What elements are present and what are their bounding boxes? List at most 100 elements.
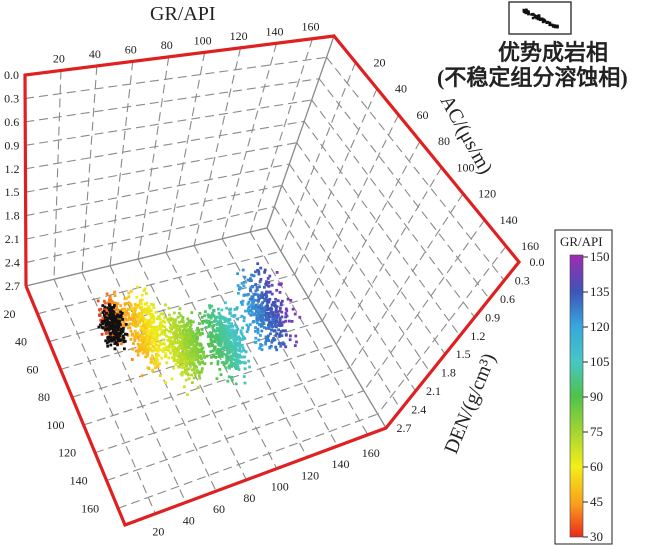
scatter-point [191, 362, 195, 366]
grid-line [363, 219, 486, 392]
scatter-point [179, 332, 182, 335]
scatter-point [191, 355, 195, 359]
scatter-point [199, 350, 203, 353]
scatter-point [181, 342, 185, 346]
scatter-point [184, 378, 188, 382]
scatter-point [157, 324, 161, 328]
scatter-point [190, 368, 194, 372]
scatter-point [227, 326, 230, 330]
gr-axis-title: GR/API [150, 3, 216, 25]
scatter-point [259, 278, 263, 281]
scatter-point [186, 372, 190, 376]
scatter-point [122, 318, 126, 322]
scatter-point [269, 320, 273, 324]
scatter-point [229, 311, 232, 315]
scatter-point [122, 340, 126, 344]
scatter-point [215, 351, 219, 355]
scatter-point [250, 273, 253, 277]
scatter-point [282, 320, 285, 324]
scatter-point [245, 323, 249, 327]
scatter-point [102, 313, 106, 317]
scatter-point [153, 346, 157, 350]
colorbar-tick-label: 75 [590, 424, 603, 439]
scatter-point [284, 333, 288, 337]
scatter-point [147, 331, 151, 335]
scatter-point [235, 329, 238, 333]
scatter-point [228, 344, 231, 348]
scatter-point [141, 341, 145, 345]
scatter-point [96, 299, 100, 303]
scatter-point [178, 361, 182, 364]
scatter-point [141, 316, 145, 320]
scatter-point [142, 332, 146, 335]
scatter-point [172, 341, 176, 345]
scatter-point [151, 334, 155, 337]
legend-swatch-point [531, 16, 535, 20]
scatter-point [186, 350, 189, 353]
scatter-point [246, 278, 250, 282]
scatter-point [228, 366, 231, 370]
grid-line [53, 70, 62, 280]
scatter-point [112, 327, 115, 331]
scatter-point [270, 322, 274, 326]
scatter-point [254, 326, 257, 329]
grid-line [296, 142, 446, 355]
scatter-point [143, 336, 147, 340]
scatter-point [178, 364, 182, 368]
scatter-point [97, 325, 101, 329]
scatter-point [129, 303, 132, 307]
scatter-point [274, 334, 278, 337]
scatter-point [233, 343, 237, 346]
scatter-point [279, 301, 283, 305]
scatter-point [146, 323, 150, 327]
colorbar: GR/API 150 135 120 105 90 75 60 45 30 [554, 229, 613, 545]
scatter-point [207, 334, 211, 338]
scatter-point [290, 320, 294, 323]
scatter-point [210, 344, 214, 347]
scatter-point [236, 365, 240, 369]
scatter-point [143, 307, 147, 311]
tick-labels: 20 40 60 80 100 120 140 16020406080100120140160… [4, 20, 545, 539]
scatter-point [217, 321, 220, 324]
scatter-point [138, 301, 142, 305]
scatter-point [112, 313, 116, 317]
scatter-point [265, 327, 268, 330]
scatter-point [180, 359, 184, 363]
scatter-point [132, 319, 135, 323]
scatter-point [167, 306, 171, 310]
scatter-point [291, 307, 295, 311]
scatter-point [185, 342, 188, 345]
scatter-point [117, 312, 121, 316]
scatter-point [136, 318, 140, 321]
scatter-point [103, 307, 106, 311]
scatter-point [234, 353, 238, 357]
scatter-point [233, 362, 237, 366]
legend-swatch-point [537, 14, 541, 17]
scatter-point [133, 324, 137, 327]
scatter-point [255, 306, 259, 310]
scatter-point [274, 297, 277, 301]
scatter-point [252, 274, 256, 278]
scatter-point [238, 359, 241, 363]
scatter-point [256, 262, 260, 266]
scatter-point [133, 313, 136, 316]
scatter-point [118, 319, 121, 323]
scatter-point [256, 327, 260, 331]
tick-label-den-left: 0.3 [4, 91, 19, 105]
scatter-point [141, 324, 145, 328]
scatter-point [213, 340, 217, 344]
scatter-point [244, 293, 248, 297]
tick-label-den-right: 1.2 [470, 329, 485, 343]
scatter-point [119, 310, 122, 314]
scatter-point [169, 351, 172, 355]
scatter-point [122, 337, 126, 340]
tick-label-gr-bottom: 140 [331, 457, 349, 471]
scatter-point [259, 293, 262, 297]
scatter-point [272, 320, 276, 324]
scatter-point [162, 342, 166, 345]
scatter-point [195, 339, 199, 343]
scatter-point [234, 355, 238, 359]
scatter-point [229, 336, 233, 340]
scatter-point [277, 313, 280, 316]
